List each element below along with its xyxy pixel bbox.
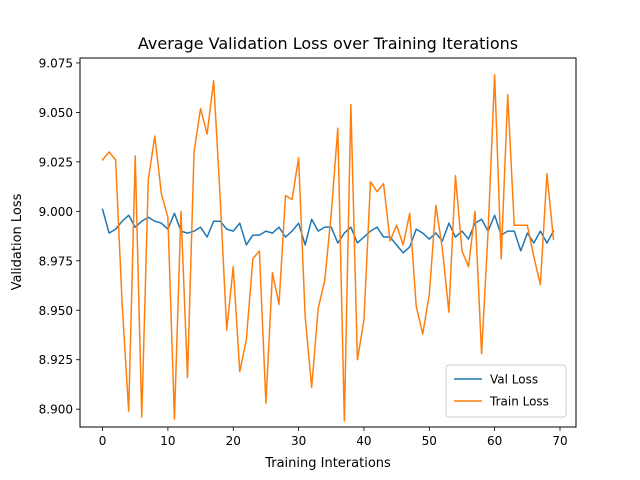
legend-label: Train Loss: [489, 395, 549, 409]
plot-frame: [79, 57, 577, 428]
chart-title: Average Validation Loss over Training It…: [138, 34, 518, 53]
y-axis-ticks: 8.900 8.925 8.950 8.975 9.000 9.025 9.050 9.075: [39, 56, 80, 417]
y-tick-label: 8.950: [39, 304, 73, 318]
x-tick-label: 70: [552, 434, 567, 448]
series-line-train-loss: [101, 74, 555, 422]
x-axis-ticks: 0 10 20 30 40 50 60 70: [99, 427, 568, 448]
x-tick-label: 10: [160, 434, 175, 448]
y-axis-label: Validation Loss: [10, 193, 25, 290]
y-tick-label: 9.025: [39, 155, 73, 169]
series-line-val-loss: [101, 208, 555, 254]
legend-label: Val Loss: [490, 373, 538, 387]
y-tick-label: 8.900: [39, 403, 73, 417]
y-tick-label: 9.050: [39, 106, 73, 120]
y-tick-label: 9.075: [39, 56, 73, 70]
y-tick-label: 8.925: [39, 353, 73, 367]
y-tick-label: 9.000: [39, 205, 73, 219]
x-axis-label: Training Interations: [264, 456, 391, 471]
x-tick-label: 40: [356, 434, 371, 448]
x-tick-label: 0: [99, 434, 107, 448]
y-tick-label: 8.975: [39, 254, 73, 268]
legend: Val Loss Train Loss: [445, 364, 567, 418]
x-tick-label: 20: [226, 434, 241, 448]
x-tick-label: 30: [291, 434, 306, 448]
series-layer: [101, 74, 555, 422]
x-tick-label: 60: [487, 434, 502, 448]
legend-box: [445, 364, 567, 418]
x-tick-label: 50: [422, 434, 437, 448]
